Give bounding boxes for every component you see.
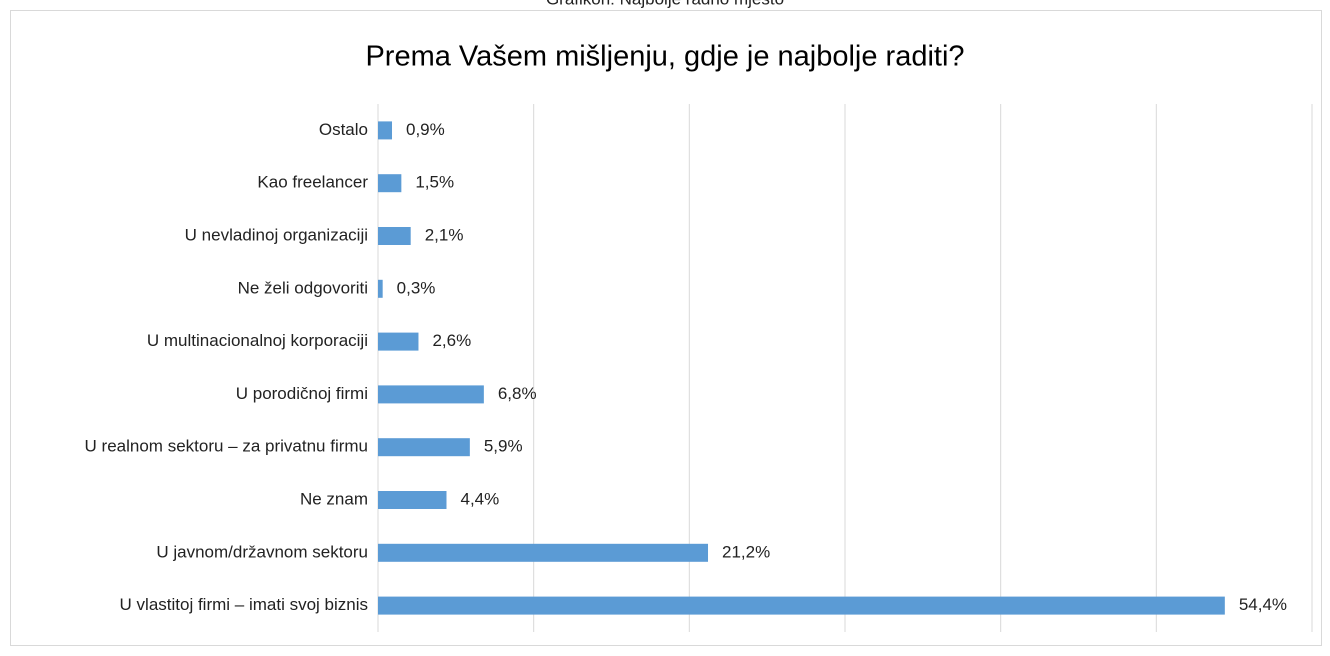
chart-title: Prema Vašem mišljenju, gdje je najbolje … — [365, 41, 964, 73]
category-label: Ne znam — [300, 489, 368, 508]
bar — [378, 491, 447, 509]
category-label: Kao freelancer — [257, 173, 368, 192]
bar — [378, 332, 419, 351]
bar — [378, 385, 484, 404]
value-label: 4,4% — [460, 489, 499, 508]
category-label: U nevladinoj organizaciji — [185, 225, 368, 244]
bar — [378, 227, 411, 245]
value-label: 21,2% — [722, 542, 770, 561]
category-label: U porodičnoj firmi — [236, 384, 368, 403]
category-label: U multinacionalnoj korporaciji — [147, 331, 368, 350]
bar — [378, 279, 383, 298]
bar — [378, 174, 402, 193]
value-label: 0,9% — [406, 120, 445, 139]
chart-frame — [10, 10, 1322, 646]
value-label: 6,8% — [498, 384, 537, 403]
bar — [378, 121, 393, 140]
bar — [378, 596, 1225, 615]
value-label: 2,6% — [432, 331, 471, 350]
category-label: U vlastitoj firmi – imati svoj biznis — [120, 595, 368, 614]
value-label: 54,4% — [1239, 595, 1287, 614]
value-label: 5,9% — [484, 437, 523, 456]
bar — [378, 543, 709, 562]
category-label: Ostalo — [319, 120, 368, 139]
category-label: U realnom sektoru – za privatnu firmu — [85, 437, 368, 456]
bar — [378, 438, 470, 457]
value-label: 1,5% — [415, 173, 454, 192]
category-label: U javnom/državnom sektoru — [156, 542, 368, 561]
value-label: 0,3% — [397, 278, 436, 297]
value-label: 2,1% — [425, 225, 464, 244]
category-label: Ne želi odgovoriti — [238, 278, 368, 297]
caption: Grafikon: Najbolje radno mjesto — [546, 0, 784, 8]
